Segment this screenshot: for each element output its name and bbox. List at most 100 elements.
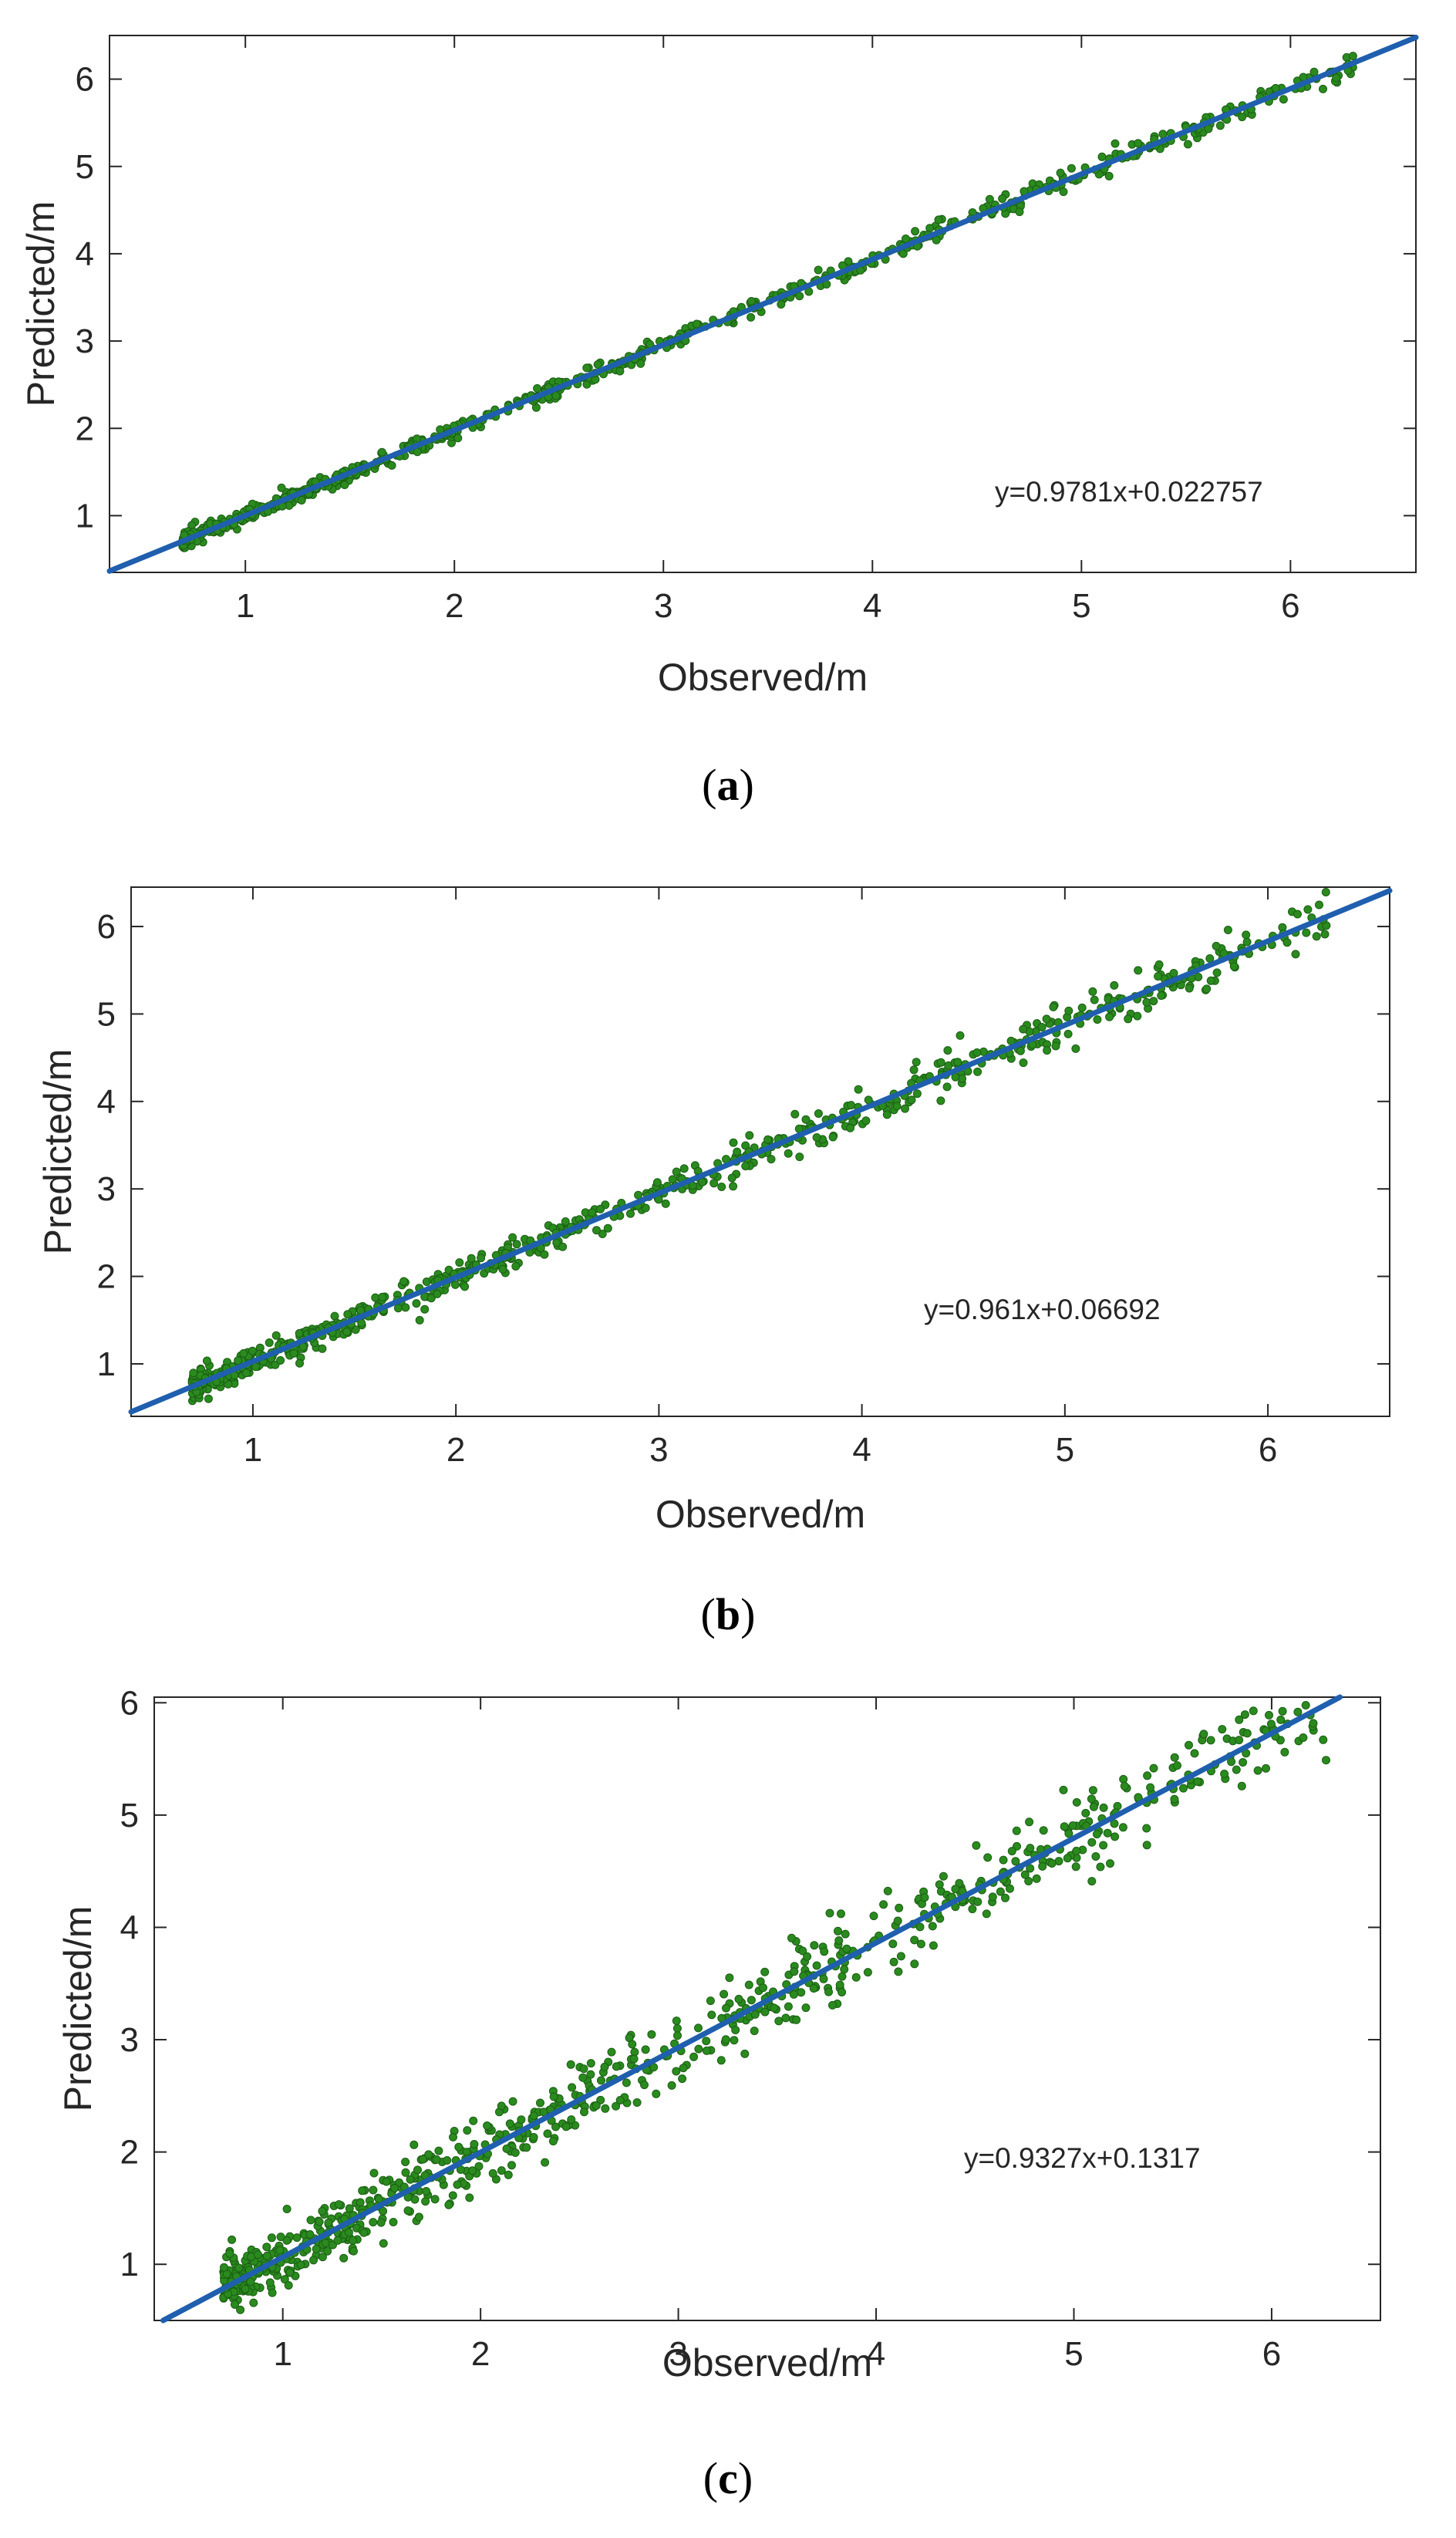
- scatter-point-b: [241, 1369, 251, 1378]
- scatter-point-c: [1007, 1847, 1016, 1856]
- scatter-point-c: [601, 2104, 610, 2113]
- scatter-point-c: [1262, 1763, 1270, 1773]
- y-tick-label-a: 6: [76, 61, 94, 99]
- scatter-point-b: [189, 1369, 198, 1378]
- scatter-point-c: [511, 2148, 520, 2157]
- scatter-point-b: [1133, 1011, 1142, 1021]
- scatter-point-c: [488, 2168, 497, 2178]
- fit-equation-a: y=0.9781x+0.022757: [995, 476, 1263, 508]
- y-tick-label-c: 6: [120, 1684, 139, 1722]
- scatter-point-c: [1012, 1826, 1021, 1835]
- scatter-point-c: [879, 1900, 888, 1909]
- scatter-point-c: [225, 2249, 234, 2258]
- scatter-point-c: [349, 2246, 358, 2256]
- scatter-point-c: [672, 2017, 681, 2026]
- scatter-point-c: [1142, 1824, 1151, 1833]
- scatter-point-a: [593, 360, 602, 369]
- scatter-point-a: [1332, 73, 1341, 83]
- scatter-point-c: [725, 1973, 734, 1983]
- scatter-point-b: [763, 1135, 773, 1144]
- scatter-point-b: [936, 1058, 945, 1067]
- fit-equation-b: y=0.961x+0.06692: [924, 1294, 1161, 1325]
- scatter-point-b: [912, 1058, 921, 1067]
- y-tick-label-c: 5: [120, 1797, 139, 1834]
- scatter-point-c: [413, 2165, 422, 2175]
- scatter-point-a: [998, 194, 1007, 203]
- scatter-point-c: [470, 2140, 479, 2148]
- scatter-point-c: [424, 2150, 433, 2159]
- scatter-point-c: [955, 1878, 964, 1888]
- scatter-point-c: [497, 2101, 506, 2111]
- scatter-point-c: [1190, 1749, 1199, 1758]
- x-axis-label-b: Observed/m: [656, 1493, 865, 1536]
- scatter-point-c: [1064, 1829, 1073, 1838]
- scatter-point-c: [262, 2251, 271, 2260]
- scatter-point-b: [626, 1209, 635, 1218]
- y-tick-label-a: 2: [76, 410, 94, 447]
- scatter-point-c: [612, 2062, 621, 2071]
- scatter-point-c: [1118, 1823, 1127, 1832]
- x-tick-label-b: 4: [852, 1431, 871, 1469]
- scatter-point-b: [1315, 900, 1323, 910]
- scatter-point-a: [1067, 164, 1076, 173]
- scatter-point-a: [453, 434, 463, 443]
- y-axis-label-b: Predicted/m: [36, 1049, 79, 1255]
- scatter-point-c: [1240, 1710, 1249, 1720]
- scatter-point-c: [382, 2177, 391, 2186]
- scatter-point-c: [812, 1961, 821, 1970]
- scatter-point-c: [838, 1988, 847, 1996]
- scatter-point-c: [1087, 1877, 1097, 1886]
- scatter-point-c: [586, 2070, 595, 2079]
- scatter-point-c: [321, 2239, 330, 2248]
- scatter-point-c: [312, 2244, 321, 2253]
- scatter-point-c: [567, 2115, 576, 2125]
- scatter-point-c: [262, 2243, 271, 2252]
- scatter-point-c: [641, 2045, 650, 2054]
- scatter-point-b: [912, 1089, 922, 1099]
- x-tick-label-a: 3: [654, 587, 672, 625]
- scatter-point-c: [315, 2217, 324, 2226]
- scatter-point-a: [985, 194, 994, 204]
- scatter-point-c: [228, 2235, 237, 2244]
- scatter-point-b: [1242, 930, 1251, 940]
- y-ticks-c: 1 2 3 4 5 6: [120, 1684, 1380, 2283]
- scatter-point-a: [340, 481, 349, 489]
- scatter-point-b: [1042, 1014, 1051, 1024]
- panel-c: 1 2 3 4 5 6 1 2 3 4 5 6 y=0.9327x+0.1317 Observed/…: [56, 1684, 1381, 2503]
- scatter-point-c: [249, 2298, 258, 2307]
- scatter-point-c: [1170, 1753, 1179, 1762]
- x-tick-label-b: 5: [1056, 1431, 1074, 1469]
- scatter-point-c: [1309, 1719, 1318, 1728]
- scatter-point-c: [1011, 1857, 1020, 1866]
- scatter-point-b: [588, 1208, 597, 1217]
- scatter-point-c: [910, 1959, 919, 1969]
- scatter-point-c: [760, 1967, 770, 1976]
- scatter-point-c: [1206, 1736, 1215, 1745]
- fit-line-b: [128, 888, 1393, 1415]
- scatter-point-a: [387, 461, 396, 470]
- scatter-point-c: [790, 1967, 799, 1976]
- scatter-point-b: [1124, 1014, 1133, 1024]
- scatter-point-c: [740, 2049, 750, 2058]
- scatter-point-c: [1110, 1819, 1119, 1828]
- y-tick-label-b: 2: [97, 1258, 116, 1296]
- scatter-point-b: [1291, 950, 1300, 959]
- scatter-point-a: [533, 384, 542, 393]
- scatter-point-c: [597, 2076, 605, 2085]
- scatter-point-c: [463, 2126, 472, 2135]
- scatter-point-c: [246, 2277, 255, 2287]
- scatter-point-c: [1024, 1877, 1033, 1885]
- x-tick-label-c: 2: [471, 2335, 490, 2373]
- scatter-point-c: [1266, 1720, 1276, 1729]
- scatter-point-c: [883, 1886, 892, 1895]
- scatter-point-b: [1093, 1015, 1102, 1024]
- scatter-point-c: [910, 1936, 919, 1945]
- scatter-point-b: [1302, 928, 1311, 937]
- x-axis-label-a: Observed/m: [658, 656, 868, 699]
- scatter-point-c: [580, 2108, 588, 2117]
- scatter-point-c: [1218, 1725, 1227, 1734]
- panel-label-a: (a): [702, 760, 754, 810]
- scatter-point-b: [729, 1182, 738, 1191]
- scatter-point-c: [842, 1944, 851, 1953]
- scatter-point-b: [1312, 932, 1321, 941]
